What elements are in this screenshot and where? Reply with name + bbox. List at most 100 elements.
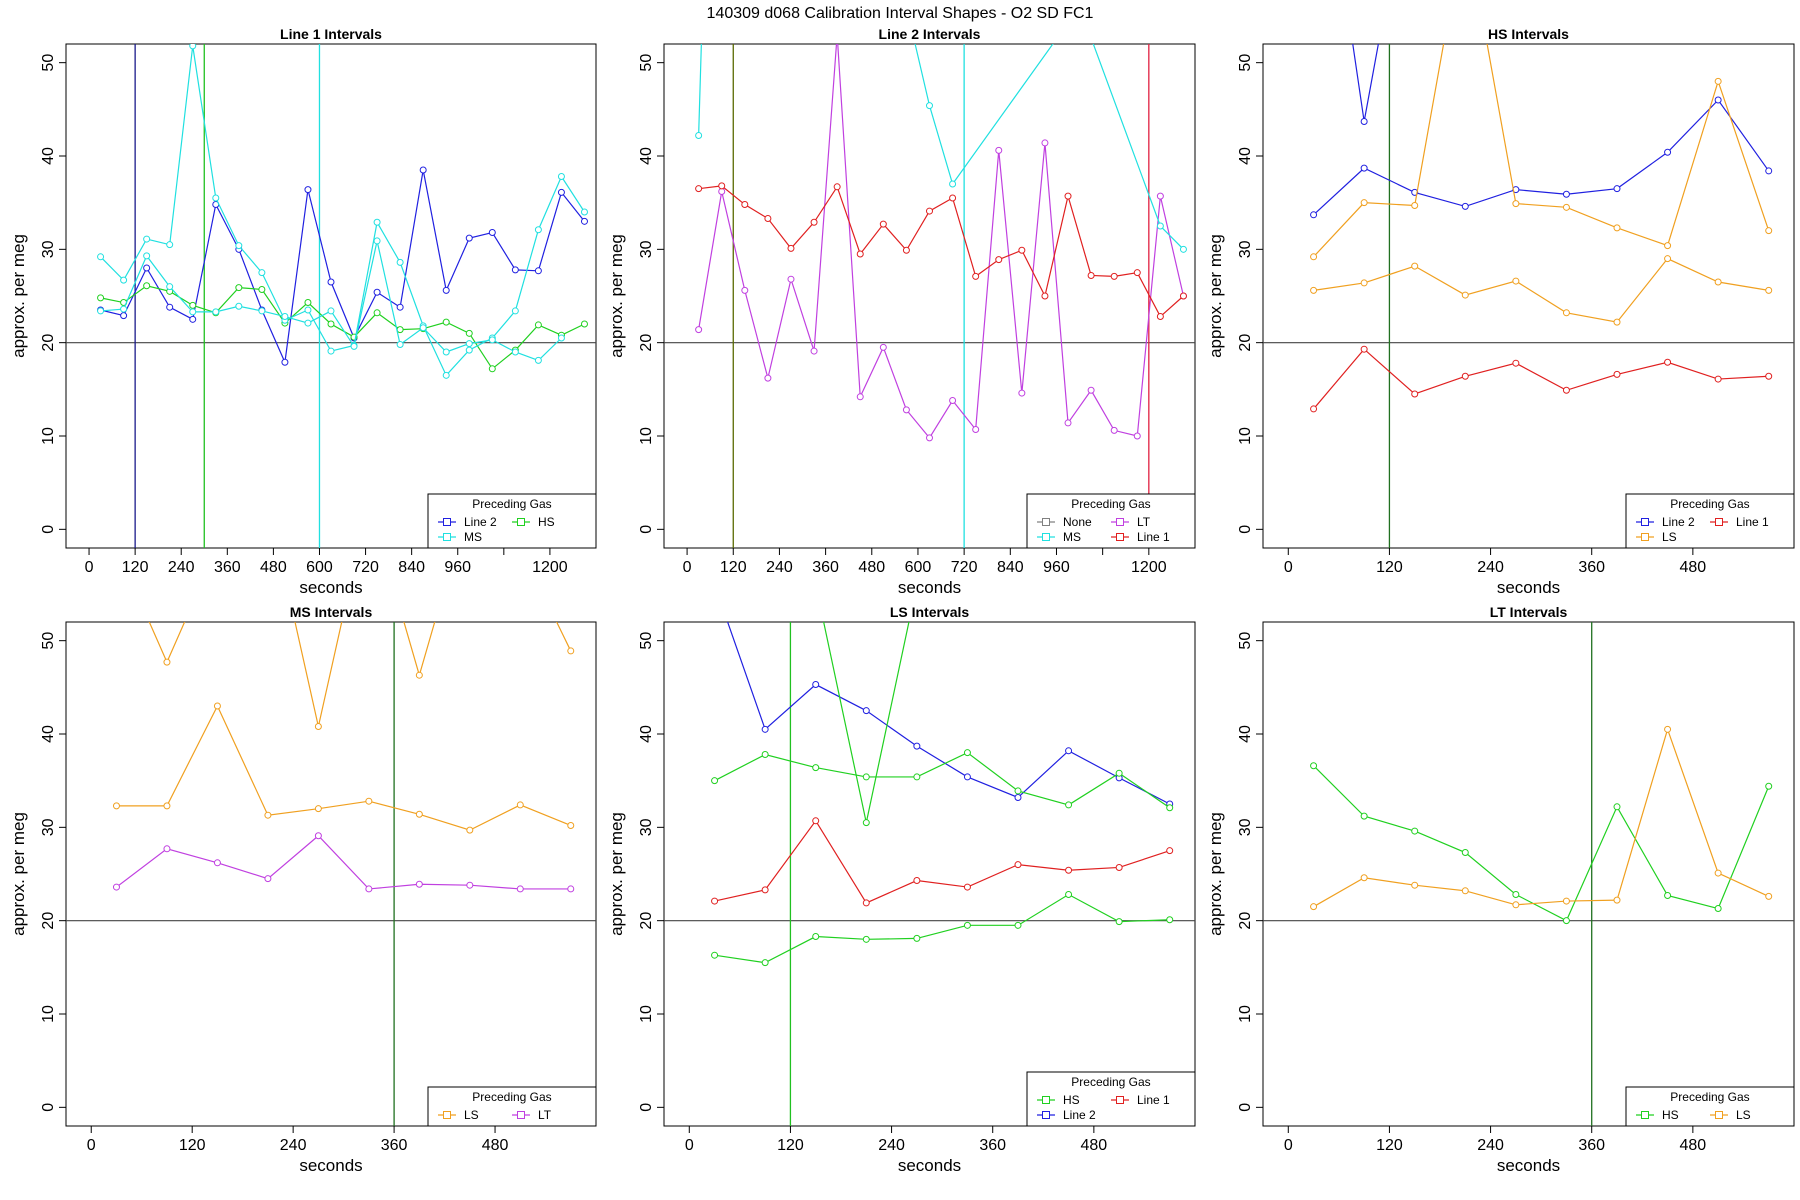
series-line bbox=[100, 169, 585, 365]
series-line bbox=[698, 44, 1184, 250]
data-point bbox=[1310, 903, 1318, 911]
data-point bbox=[1166, 804, 1174, 812]
data-point bbox=[415, 880, 423, 888]
data-point bbox=[902, 246, 910, 254]
y-tick-label: 50 bbox=[1237, 632, 1254, 650]
y-tick-label: 0 bbox=[40, 525, 57, 534]
x-tick-label: 240 bbox=[878, 1137, 905, 1154]
x-tick-label: 0 bbox=[685, 1137, 694, 1154]
data-point bbox=[812, 681, 820, 689]
data-point bbox=[1179, 245, 1187, 253]
data-point bbox=[143, 264, 151, 272]
y-tick-label: 0 bbox=[638, 1103, 655, 1112]
data-point bbox=[373, 218, 381, 226]
x-tick-label: 1200 bbox=[1131, 559, 1167, 576]
y-tick-label: 20 bbox=[1237, 334, 1254, 352]
data-point bbox=[511, 266, 519, 274]
data-point bbox=[1512, 200, 1520, 208]
x-tick-label: 480 bbox=[482, 1137, 509, 1154]
data-point bbox=[442, 286, 450, 294]
y-tick-label: 30 bbox=[1237, 240, 1254, 258]
chart-panel: Line 1 Intervals 0 10 20 30 40 50 approx. per m… bbox=[9, 26, 597, 597]
x-tick-label: 840 bbox=[997, 559, 1024, 576]
x-axis-label: seconds bbox=[898, 578, 961, 597]
y-tick-label: 50 bbox=[40, 632, 57, 650]
data-point bbox=[97, 253, 105, 261]
x-tick-label: 960 bbox=[1043, 559, 1070, 576]
data-point bbox=[1461, 887, 1469, 895]
data-point bbox=[235, 302, 243, 310]
legend-swatch-marker bbox=[443, 1111, 451, 1119]
data-point bbox=[711, 951, 719, 959]
y-tick-label: 10 bbox=[40, 1005, 57, 1023]
plot-frame bbox=[663, 621, 1196, 1127]
data-point bbox=[373, 288, 381, 296]
legend-swatch-marker bbox=[1641, 1111, 1649, 1119]
data-point bbox=[304, 306, 312, 314]
data-point bbox=[580, 208, 588, 216]
data-point bbox=[1461, 849, 1469, 857]
y-tick-label: 10 bbox=[40, 427, 57, 445]
chart-title: Line 1 Intervals bbox=[280, 26, 382, 42]
data-point bbox=[189, 315, 197, 323]
data-point bbox=[580, 320, 588, 328]
data-point bbox=[235, 242, 243, 250]
series-line bbox=[1313, 348, 1769, 410]
data-point bbox=[327, 278, 335, 286]
data-point bbox=[166, 241, 174, 249]
x-tick-label: 240 bbox=[1477, 1137, 1504, 1154]
data-point bbox=[419, 166, 427, 174]
data-point bbox=[396, 341, 404, 349]
data-point bbox=[862, 899, 870, 907]
y-tick-label: 20 bbox=[40, 334, 57, 352]
data-point bbox=[534, 267, 542, 275]
data-point bbox=[1562, 203, 1570, 211]
x-tick-label: 120 bbox=[1376, 1137, 1403, 1154]
data-point bbox=[761, 725, 769, 733]
legend-label: MS bbox=[464, 530, 482, 544]
data-point bbox=[189, 44, 197, 50]
legend-label: Line 1 bbox=[1736, 515, 1769, 529]
y-axis-label: approx. per meg bbox=[607, 812, 626, 936]
data-point bbox=[415, 810, 423, 818]
data-point bbox=[1613, 896, 1621, 904]
legend-title: Preceding Gas bbox=[1071, 1075, 1150, 1089]
data-point bbox=[97, 307, 105, 315]
legend-box bbox=[427, 1086, 597, 1127]
data-point bbox=[143, 282, 151, 290]
data-point bbox=[761, 751, 769, 759]
y-tick-label: 10 bbox=[1237, 1005, 1254, 1023]
series-line bbox=[726, 622, 1170, 805]
plot-frame bbox=[663, 43, 1196, 549]
data-point bbox=[856, 393, 864, 401]
y-tick-label: 50 bbox=[638, 632, 655, 650]
y-tick-label: 40 bbox=[638, 725, 655, 743]
data-point bbox=[396, 326, 404, 334]
legend-swatch-marker bbox=[1116, 518, 1124, 526]
y-axis-label: approx. per meg bbox=[607, 234, 626, 358]
x-tick-label: 360 bbox=[812, 559, 839, 576]
legend-swatch-marker bbox=[1042, 533, 1050, 541]
data-point bbox=[812, 933, 820, 941]
data-point bbox=[163, 658, 171, 666]
legend-swatch-marker bbox=[1641, 533, 1649, 541]
legend-label: HS bbox=[1063, 1093, 1080, 1107]
data-point bbox=[465, 346, 473, 354]
legend-swatch-marker bbox=[1042, 1111, 1050, 1119]
data-point bbox=[741, 286, 749, 294]
data-point bbox=[120, 312, 128, 320]
data-point bbox=[213, 859, 221, 867]
data-point bbox=[1064, 419, 1072, 427]
data-point bbox=[1064, 192, 1072, 200]
data-point bbox=[1562, 917, 1570, 925]
y-tick-label: 40 bbox=[1237, 725, 1254, 743]
data-point bbox=[926, 434, 933, 442]
data-point bbox=[304, 186, 312, 194]
data-point bbox=[1613, 803, 1621, 811]
data-point bbox=[1562, 386, 1570, 394]
legend-title: Preceding Gas bbox=[472, 1090, 551, 1104]
data-point bbox=[1664, 891, 1672, 899]
x-axis-label: seconds bbox=[1497, 578, 1560, 597]
data-point bbox=[862, 707, 870, 715]
